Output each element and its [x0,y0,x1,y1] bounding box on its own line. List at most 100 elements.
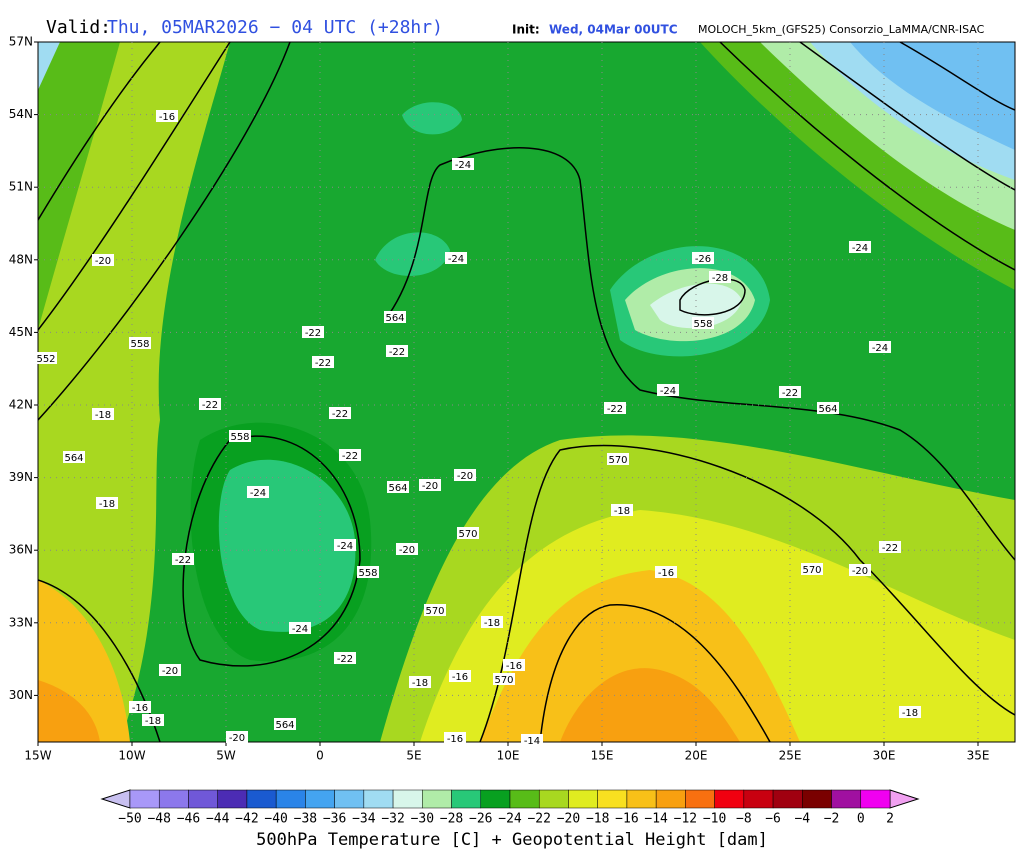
contour-label-bg [607,453,629,465]
contour-label-bg [92,254,114,266]
contour-label-bg [156,110,178,122]
contour-label: -24 [660,386,676,397]
colorbar-box [129,789,160,809]
contour-label-bg [35,352,57,364]
colorbar-box [802,789,832,809]
lon-label: 35E [967,749,990,763]
contour-label-bg [96,497,118,509]
lat-label: 39N [9,470,33,484]
contour-label-bg [692,317,714,329]
contour-label-bg [709,271,731,283]
contour-label-bg [493,673,515,685]
contour-label-bg [801,563,823,575]
contour-label-bg [445,252,467,264]
colorbar-box [363,789,394,809]
contour-label: -16 [658,568,674,579]
contour-label: -22 [175,555,191,566]
contour-label: -22 [305,328,321,339]
contour-label-bg [611,504,633,516]
contour-label-bg [481,616,503,628]
contour-label-bg [172,553,194,565]
contour-label-bg [142,714,164,726]
contour-label-bg [199,398,221,410]
colorbar-box [188,789,218,809]
colorbar-box [831,789,862,809]
contour-label: -20 [95,256,111,267]
contour-label: -26 [695,254,711,265]
contour-label: -24 [250,488,266,499]
lon-label: 30E [873,749,896,763]
contour-label: 564 [385,313,404,324]
contour-label-bg [604,402,626,414]
contour-label: -22 [882,543,898,554]
contour-label-bg [384,311,406,323]
contour-label-bg [503,659,525,671]
contour-label: 564 [388,483,407,494]
contour-label: 558 [130,339,149,350]
contour-label: -24 [292,624,308,635]
contour-label: -20 [457,471,473,482]
colorbar-label: −12 [674,812,697,827]
model-info: MOLOCH_5km_(GFS25) Consorzio_LaMMA/CNR-I… [698,23,985,36]
colorbar-box [626,789,657,809]
colorbar-box [305,789,335,809]
contour-label-bg [334,652,356,664]
colorbar-box [772,789,803,809]
contour-label-bg [521,734,543,746]
contour-label-bg [779,386,801,398]
contour-label: -18 [412,678,428,689]
colorbar-label: −10 [703,812,726,827]
contour-label: -24 [852,243,868,254]
contour-label: -18 [95,410,111,421]
colorbar-label: −24 [498,812,522,827]
contour-label: -22 [315,358,331,369]
contour-label-bg [357,566,379,578]
contour-label: -22 [782,388,798,399]
contour-label: -20 [399,545,415,556]
colorbar-label: −38 [294,812,317,827]
contour-label: -20 [422,481,438,492]
contour-label: 558 [358,568,377,579]
colorbar-box [597,789,628,809]
colorbar-box [334,789,365,809]
colorbar-label: −18 [586,812,609,827]
lat-label: 42N [9,398,33,412]
colorbar-label: −20 [557,812,580,827]
contour-label-bg [129,337,151,349]
colorbar-label: 0 [857,812,865,827]
contour-label: -16 [506,661,522,672]
lon-label: 25E [779,749,802,763]
contour-label: -18 [614,506,630,517]
valid-label: Valid: [46,17,111,38]
init-time: Wed, 04Mar 00UTC [549,23,678,37]
contour-label: 564 [275,720,294,731]
lat-label: 48N [9,252,33,266]
contour-label: -20 [229,733,245,744]
lon-label: 5W [216,749,236,763]
colorbar-box [509,789,540,809]
colorbar-label: −4 [794,812,810,827]
colorbar-box [480,789,511,809]
contour-label: -14 [524,736,540,747]
contour-label-bg [817,402,839,414]
colorbar-label: −40 [264,812,287,827]
colorbar-box [714,789,745,809]
contour-label: -18 [145,716,161,727]
lat-label: 57N [9,35,33,49]
contour-label: -24 [337,541,353,552]
contour-label-bg [457,527,479,539]
colorbar-box [158,789,189,809]
contour-label: -18 [99,499,115,510]
contour-label: -18 [484,618,500,629]
colorbar-label: −42 [235,812,258,827]
contour-label: -24 [872,343,888,354]
contour-label-bg [449,670,471,682]
colorbar-label: −30 [411,812,434,827]
colorbar-box [246,789,277,809]
colorbar-label: −16 [615,812,638,827]
colorbar-title: 500hPa Temperature [C] + Geopotential He… [256,830,768,850]
colorbar-label: −6 [765,812,781,827]
contour-label: -20 [852,566,868,577]
contour-label: -22 [337,654,353,665]
contour-label: 558 [693,319,712,330]
